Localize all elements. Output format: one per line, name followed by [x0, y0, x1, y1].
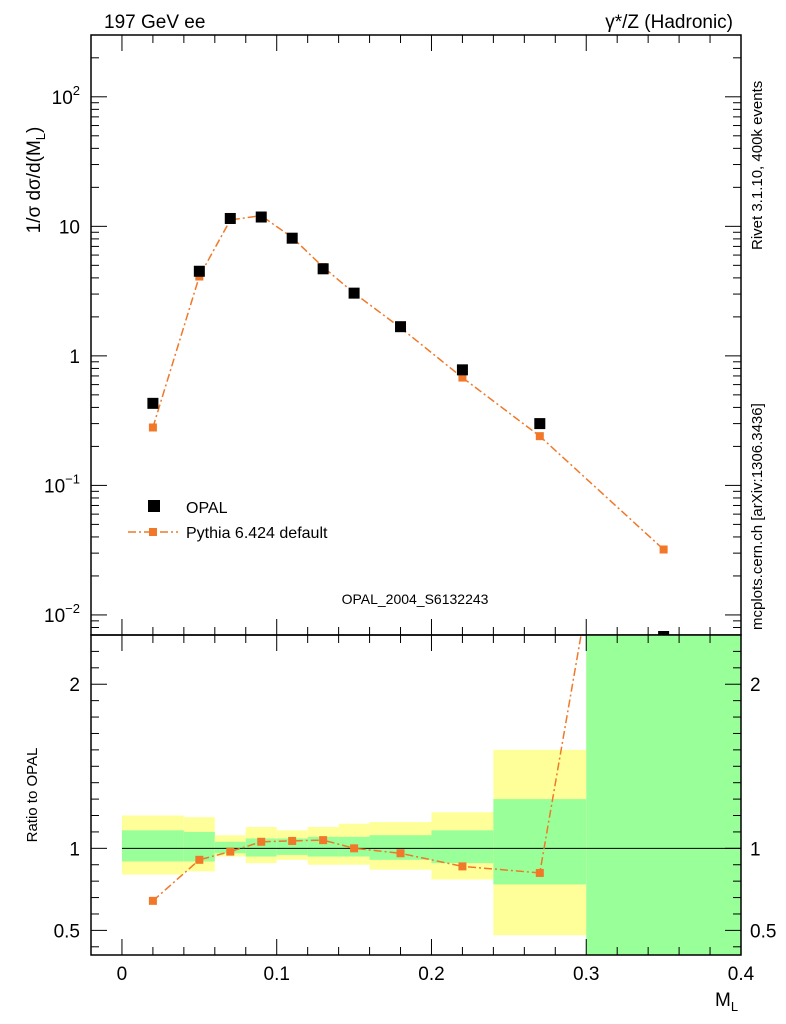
ratio-mc-point [535, 868, 544, 877]
x-tick-label: 0.2 [418, 964, 444, 985]
ratio-mc-point [226, 847, 235, 856]
mc-point [458, 373, 467, 382]
mc-point [659, 545, 668, 554]
main-y-tick-label: 1 [69, 347, 80, 368]
data-point [395, 321, 407, 333]
main-plot-frame [90, 34, 742, 636]
mcplots-label: mcplots.cern.ch [arXiv:1306.3436] [749, 403, 766, 630]
ratio-mc-point [195, 855, 204, 864]
legend: OPAL Pythia 6.424 default [128, 500, 328, 542]
rivet-version-label: Rivet 3.1.10, 400k events [749, 81, 766, 250]
legend-data-label: OPAL [186, 500, 228, 517]
ratio-plot-frame [90, 634, 742, 956]
ratio-y-tick-label: 2 [69, 675, 80, 696]
ratio-mc-point [458, 862, 467, 871]
ratio-plot-panel: 0 0.1 0.2 0.3 0.4 0.5 0.5 1 1 2 2 Ratio to OPAL ML [24, 634, 776, 1014]
ratio-mc-point [396, 849, 405, 858]
ratio-y-tick-label: 0.5 [54, 921, 80, 942]
ratio-uncertainty-band-stat [245, 838, 277, 857]
ratio-y-tick-label-right: 0.5 [750, 921, 776, 942]
legend-mc-marker [149, 528, 157, 536]
main-y-tick-label-exponent: −2 [65, 601, 80, 616]
ratio-y-tick-label-right: 2 [750, 675, 761, 696]
data-point [224, 212, 236, 224]
ratio-mc-point [257, 837, 266, 846]
ratio-uncertainty-band-stat [276, 838, 308, 855]
data-point [255, 211, 267, 223]
data-point [534, 418, 546, 430]
ratio-uncertainty-band-stat [214, 841, 246, 854]
data-point [456, 364, 468, 376]
main-y-tick-label: 10 [59, 217, 80, 238]
main-y-tick-label-base: 10 [59, 217, 80, 238]
data-point [317, 263, 329, 275]
main-y-tick-label-base: 10 [44, 606, 65, 627]
ratio-uncertainty-band-stat [431, 830, 494, 864]
mc-point [535, 432, 544, 441]
x-axis-label: ML [715, 990, 738, 1014]
ratio-mc-point [148, 896, 157, 905]
x-tick-label: 0.4 [728, 964, 755, 985]
legend-mc-label: Pythia 6.424 default [186, 525, 328, 542]
data-point-offscale [658, 631, 670, 635]
mc-series-line [152, 214, 665, 551]
main-y-tick-label: 102 [52, 83, 80, 109]
mc-point [148, 423, 157, 432]
main-y-tick-label-exponent: 2 [73, 83, 80, 98]
ratio-y-tick-label: 1 [69, 839, 80, 860]
data-point [193, 265, 205, 277]
ratio-uncertainty-band-stat [586, 635, 741, 955]
analysis-id-label: OPAL_2004_S6132243 [342, 591, 489, 607]
data-point [147, 397, 159, 409]
data-point [348, 287, 360, 299]
main-y-tick-label: 10−2 [44, 601, 80, 627]
main-y-tick-label: 10−1 [44, 471, 80, 497]
ratio-y-tick-label-right: 1 [750, 839, 761, 860]
x-tick-label: 0 [117, 964, 128, 985]
ratio-mc-point [319, 836, 328, 845]
legend-data-marker [148, 500, 160, 512]
main-y-tick-label-base: 10 [52, 88, 73, 109]
energy-label: 197 GeV ee [104, 12, 205, 33]
x-tick-label: 0.3 [573, 964, 599, 985]
main-y-tick-label-base: 1 [69, 347, 80, 368]
main-y-axis-label: 1/σ dσ/d(ML) [24, 127, 48, 234]
x-tick-label: 0.1 [264, 964, 290, 985]
ratio-y-axis-label: Ratio to OPAL [24, 748, 41, 843]
ratio-mc-point [288, 836, 297, 845]
main-y-tick-label-base: 10 [44, 476, 65, 497]
ratio-mc-point [350, 844, 359, 853]
main-y-tick-label-exponent: −1 [65, 471, 80, 486]
ratio-uncertainty-band-stat [121, 830, 184, 862]
process-label: γ*/Z (Hadronic) [605, 12, 733, 33]
data-point [286, 232, 298, 244]
